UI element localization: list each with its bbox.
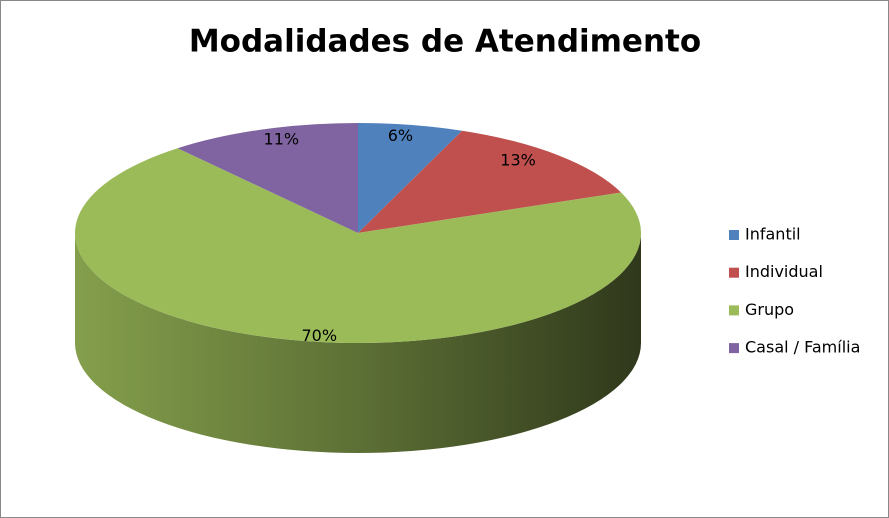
legend-swatch	[729, 305, 739, 316]
legend-swatch	[729, 267, 739, 278]
pie-slice	[75, 148, 642, 344]
data-label: 11%	[264, 130, 300, 149]
legend-label: Casal / Família	[745, 338, 860, 357]
legend-swatch	[729, 343, 739, 354]
legend-label: Infantil	[745, 225, 801, 244]
legend-swatch	[729, 230, 739, 240]
legend-label: Grupo	[745, 300, 794, 319]
data-label: 70%	[302, 326, 338, 345]
pie-slice	[177, 123, 358, 233]
data-label: 13%	[500, 150, 536, 169]
pie-slice	[358, 130, 622, 233]
data-label: 6%	[388, 126, 413, 145]
chart-title: Modalidades de Atendimento	[189, 24, 701, 60]
legend-label: Individual	[745, 262, 823, 281]
pie-slice	[358, 123, 463, 233]
